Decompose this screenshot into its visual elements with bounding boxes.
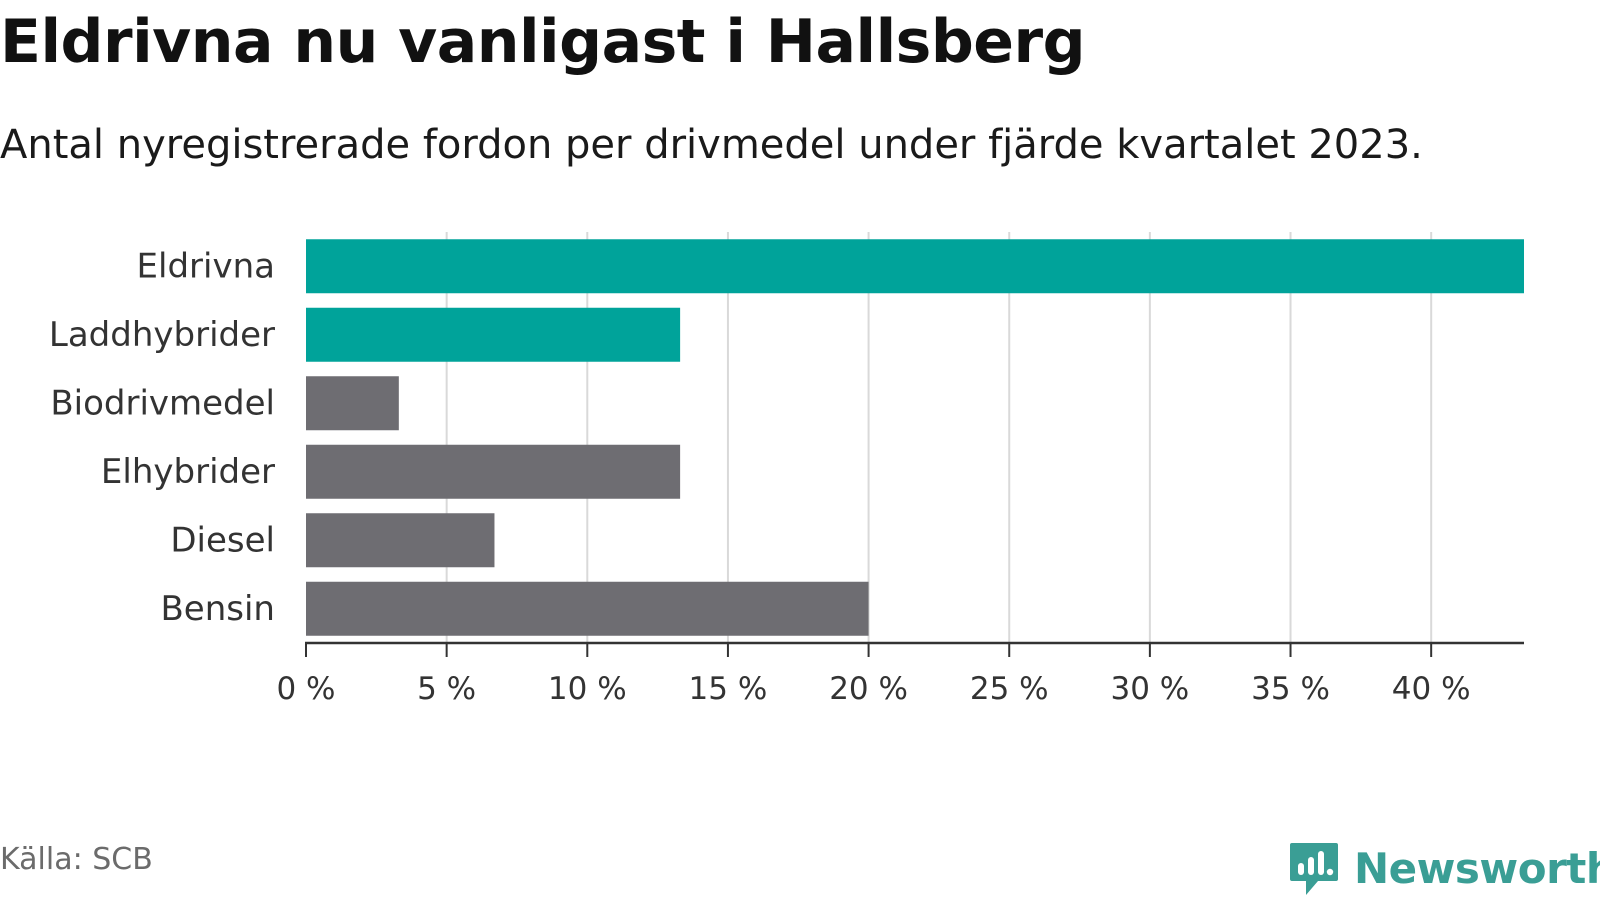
x-tick-label: 25 % [970,671,1049,707]
source-note: Källa: SCB [0,842,153,877]
x-tick-label: 40 % [1392,671,1471,707]
category-label-diesel: Diesel [170,520,275,560]
category-label-laddhybrider: Laddhybrider [49,315,275,355]
x-tick-label: 35 % [1251,671,1330,707]
bar-diesel [306,513,495,568]
x-tick-label: 20 % [829,671,908,707]
newsworthy-logo-icon [1290,843,1338,895]
category-label-bensin: Bensin [160,589,275,629]
x-tick-label: 30 % [1110,671,1189,707]
brand-name: Newsworthy [1354,843,1600,893]
x-tick-label: 10 % [548,671,627,707]
x-axis: 0 % 5 % 10 % 15 % 20 % 25 % 30 % 35 % 40 % [276,641,1524,707]
brand: Newsworthy [1288,838,1600,898]
gridlines [445,232,1433,643]
chart-subtitle: Antal nyregistrerade fordon per drivmede… [0,122,1423,168]
bar-eldrivna [306,239,1524,294]
bar-elhybrider [306,444,681,499]
x-tick-label: 0 % [276,671,335,707]
chart-title: Eldrivna nu vanligast i Hallsberg [0,7,1086,77]
category-label-elhybrider: Elhybrider [101,452,275,492]
bars [306,239,1524,636]
category-label-eldrivna: Eldrivna [137,246,275,286]
category-labels: Eldrivna Laddhybrider Biodrivmedel Elhybrid… [49,246,275,629]
x-tick-label: 5 % [417,671,476,707]
bar-biodrivmedel [306,376,399,431]
x-tick-label: 15 % [689,671,768,707]
bar-laddhybrider [306,307,681,362]
bar-bensin [306,581,869,636]
category-label-biodrivmedel: Biodrivmedel [50,383,275,423]
